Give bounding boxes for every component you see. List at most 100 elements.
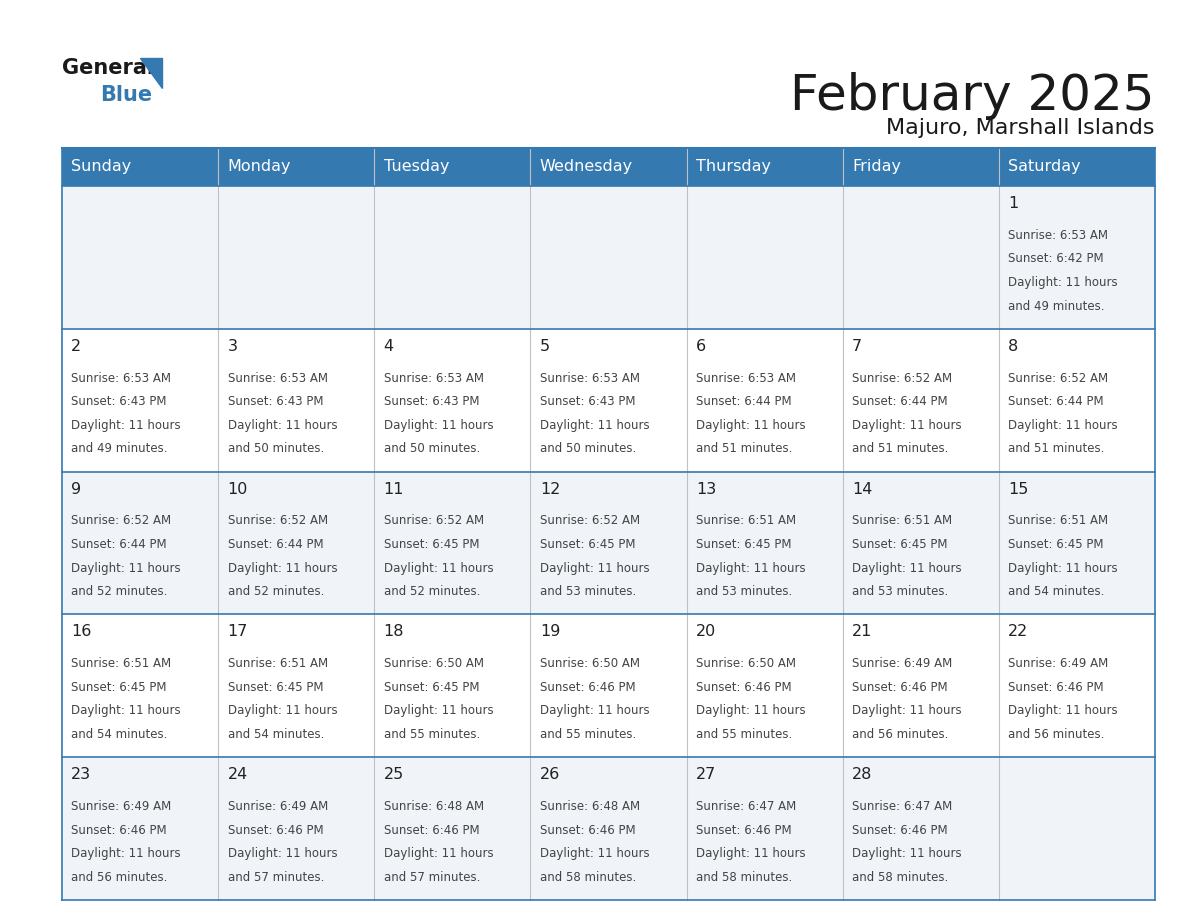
Text: 4: 4: [384, 339, 393, 353]
Text: Sunset: 6:43 PM: Sunset: 6:43 PM: [539, 396, 636, 409]
Text: Daylight: 11 hours: Daylight: 11 hours: [852, 562, 962, 575]
Text: Sunrise: 6:53 AM: Sunrise: 6:53 AM: [384, 372, 484, 385]
Text: Sunset: 6:44 PM: Sunset: 6:44 PM: [228, 538, 323, 551]
Text: Sunset: 6:43 PM: Sunset: 6:43 PM: [228, 396, 323, 409]
Text: and 57 minutes.: and 57 minutes.: [228, 871, 324, 884]
Text: Tuesday: Tuesday: [384, 160, 449, 174]
Text: 19: 19: [539, 624, 561, 640]
Text: Sunrise: 6:50 AM: Sunrise: 6:50 AM: [384, 657, 484, 670]
Text: Daylight: 11 hours: Daylight: 11 hours: [228, 847, 337, 860]
Text: and 57 minutes.: and 57 minutes.: [384, 871, 480, 884]
Text: 20: 20: [696, 624, 716, 640]
Text: Daylight: 11 hours: Daylight: 11 hours: [696, 562, 805, 575]
Text: and 56 minutes.: and 56 minutes.: [71, 871, 168, 884]
Polygon shape: [140, 58, 162, 88]
Text: Sunset: 6:42 PM: Sunset: 6:42 PM: [1009, 252, 1104, 265]
Text: and 50 minutes.: and 50 minutes.: [228, 442, 324, 455]
Text: Sunrise: 6:52 AM: Sunrise: 6:52 AM: [539, 514, 640, 528]
Text: Daylight: 11 hours: Daylight: 11 hours: [384, 562, 493, 575]
Text: Sunrise: 6:50 AM: Sunrise: 6:50 AM: [696, 657, 796, 670]
Text: and 58 minutes.: and 58 minutes.: [539, 871, 636, 884]
Text: Sunset: 6:46 PM: Sunset: 6:46 PM: [71, 823, 168, 836]
Bar: [62, 329, 1155, 472]
Text: and 49 minutes.: and 49 minutes.: [71, 442, 168, 455]
Text: and 55 minutes.: and 55 minutes.: [539, 728, 636, 741]
Text: 12: 12: [539, 482, 561, 497]
Text: Sunrise: 6:51 AM: Sunrise: 6:51 AM: [852, 514, 953, 528]
Text: Sunset: 6:46 PM: Sunset: 6:46 PM: [1009, 681, 1104, 694]
Text: and 53 minutes.: and 53 minutes.: [696, 585, 792, 599]
Text: Friday: Friday: [852, 160, 901, 174]
Text: Daylight: 11 hours: Daylight: 11 hours: [384, 704, 493, 717]
Text: and 55 minutes.: and 55 minutes.: [384, 728, 480, 741]
Text: 13: 13: [696, 482, 716, 497]
Text: 15: 15: [1009, 482, 1029, 497]
Text: Saturday: Saturday: [1009, 160, 1081, 174]
Text: and 52 minutes.: and 52 minutes.: [228, 585, 324, 599]
Text: 11: 11: [384, 482, 404, 497]
Text: Daylight: 11 hours: Daylight: 11 hours: [696, 704, 805, 717]
Text: Sunset: 6:45 PM: Sunset: 6:45 PM: [384, 538, 479, 551]
Text: Sunset: 6:44 PM: Sunset: 6:44 PM: [696, 396, 791, 409]
Text: Sunset: 6:44 PM: Sunset: 6:44 PM: [1009, 396, 1104, 409]
Text: 3: 3: [228, 339, 238, 353]
Text: Sunset: 6:45 PM: Sunset: 6:45 PM: [228, 681, 323, 694]
Text: Sunrise: 6:52 AM: Sunrise: 6:52 AM: [384, 514, 484, 528]
Text: Sunrise: 6:49 AM: Sunrise: 6:49 AM: [228, 800, 328, 813]
Text: Daylight: 11 hours: Daylight: 11 hours: [696, 847, 805, 860]
Text: Sunset: 6:45 PM: Sunset: 6:45 PM: [696, 538, 791, 551]
Text: Sunset: 6:44 PM: Sunset: 6:44 PM: [852, 396, 948, 409]
Text: Daylight: 11 hours: Daylight: 11 hours: [539, 704, 650, 717]
Text: Daylight: 11 hours: Daylight: 11 hours: [228, 562, 337, 575]
Text: 7: 7: [852, 339, 862, 353]
Text: Sunset: 6:46 PM: Sunset: 6:46 PM: [539, 681, 636, 694]
Text: Daylight: 11 hours: Daylight: 11 hours: [539, 847, 650, 860]
Text: and 52 minutes.: and 52 minutes.: [71, 585, 168, 599]
Bar: [62, 148, 1155, 186]
Text: Sunrise: 6:47 AM: Sunrise: 6:47 AM: [696, 800, 796, 813]
Text: Daylight: 11 hours: Daylight: 11 hours: [384, 419, 493, 431]
Text: and 49 minutes.: and 49 minutes.: [1009, 299, 1105, 312]
Text: Daylight: 11 hours: Daylight: 11 hours: [71, 562, 181, 575]
Text: Daylight: 11 hours: Daylight: 11 hours: [1009, 704, 1118, 717]
Text: Wednesday: Wednesday: [539, 160, 633, 174]
Text: 10: 10: [228, 482, 248, 497]
Text: Sunset: 6:45 PM: Sunset: 6:45 PM: [384, 681, 479, 694]
Text: and 51 minutes.: and 51 minutes.: [1009, 442, 1105, 455]
Text: 27: 27: [696, 767, 716, 782]
Text: Daylight: 11 hours: Daylight: 11 hours: [539, 419, 650, 431]
Text: Daylight: 11 hours: Daylight: 11 hours: [71, 704, 181, 717]
Text: 17: 17: [228, 624, 248, 640]
Text: Daylight: 11 hours: Daylight: 11 hours: [228, 419, 337, 431]
Text: Sunset: 6:45 PM: Sunset: 6:45 PM: [71, 681, 166, 694]
Text: Daylight: 11 hours: Daylight: 11 hours: [1009, 276, 1118, 289]
Text: and 56 minutes.: and 56 minutes.: [1009, 728, 1105, 741]
Text: 18: 18: [384, 624, 404, 640]
Text: Sunrise: 6:52 AM: Sunrise: 6:52 AM: [1009, 372, 1108, 385]
Text: Monday: Monday: [228, 160, 291, 174]
Text: and 54 minutes.: and 54 minutes.: [1009, 585, 1105, 599]
Text: Sunset: 6:45 PM: Sunset: 6:45 PM: [1009, 538, 1104, 551]
Text: Daylight: 11 hours: Daylight: 11 hours: [71, 419, 181, 431]
Text: Daylight: 11 hours: Daylight: 11 hours: [71, 847, 181, 860]
Text: and 54 minutes.: and 54 minutes.: [71, 728, 168, 741]
Text: Sunset: 6:46 PM: Sunset: 6:46 PM: [696, 681, 791, 694]
Text: Sunrise: 6:53 AM: Sunrise: 6:53 AM: [228, 372, 328, 385]
Text: and 58 minutes.: and 58 minutes.: [696, 871, 792, 884]
Text: Sunrise: 6:53 AM: Sunrise: 6:53 AM: [539, 372, 640, 385]
Text: February 2025: February 2025: [790, 72, 1155, 120]
Text: Blue: Blue: [100, 85, 152, 105]
Text: Daylight: 11 hours: Daylight: 11 hours: [384, 847, 493, 860]
Text: Sunrise: 6:49 AM: Sunrise: 6:49 AM: [71, 800, 171, 813]
Text: Sunday: Sunday: [71, 160, 132, 174]
Text: Daylight: 11 hours: Daylight: 11 hours: [852, 847, 962, 860]
Text: 5: 5: [539, 339, 550, 353]
Text: Sunrise: 6:52 AM: Sunrise: 6:52 AM: [228, 514, 328, 528]
Text: Sunset: 6:46 PM: Sunset: 6:46 PM: [696, 823, 791, 836]
Text: Sunrise: 6:51 AM: Sunrise: 6:51 AM: [1009, 514, 1108, 528]
Text: Sunrise: 6:51 AM: Sunrise: 6:51 AM: [228, 657, 328, 670]
Bar: [62, 472, 1155, 614]
Text: Sunrise: 6:53 AM: Sunrise: 6:53 AM: [71, 372, 171, 385]
Text: Majuro, Marshall Islands: Majuro, Marshall Islands: [886, 118, 1155, 138]
Text: Sunrise: 6:51 AM: Sunrise: 6:51 AM: [71, 657, 171, 670]
